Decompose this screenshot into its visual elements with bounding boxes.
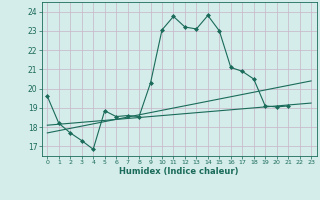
X-axis label: Humidex (Indice chaleur): Humidex (Indice chaleur) bbox=[119, 167, 239, 176]
